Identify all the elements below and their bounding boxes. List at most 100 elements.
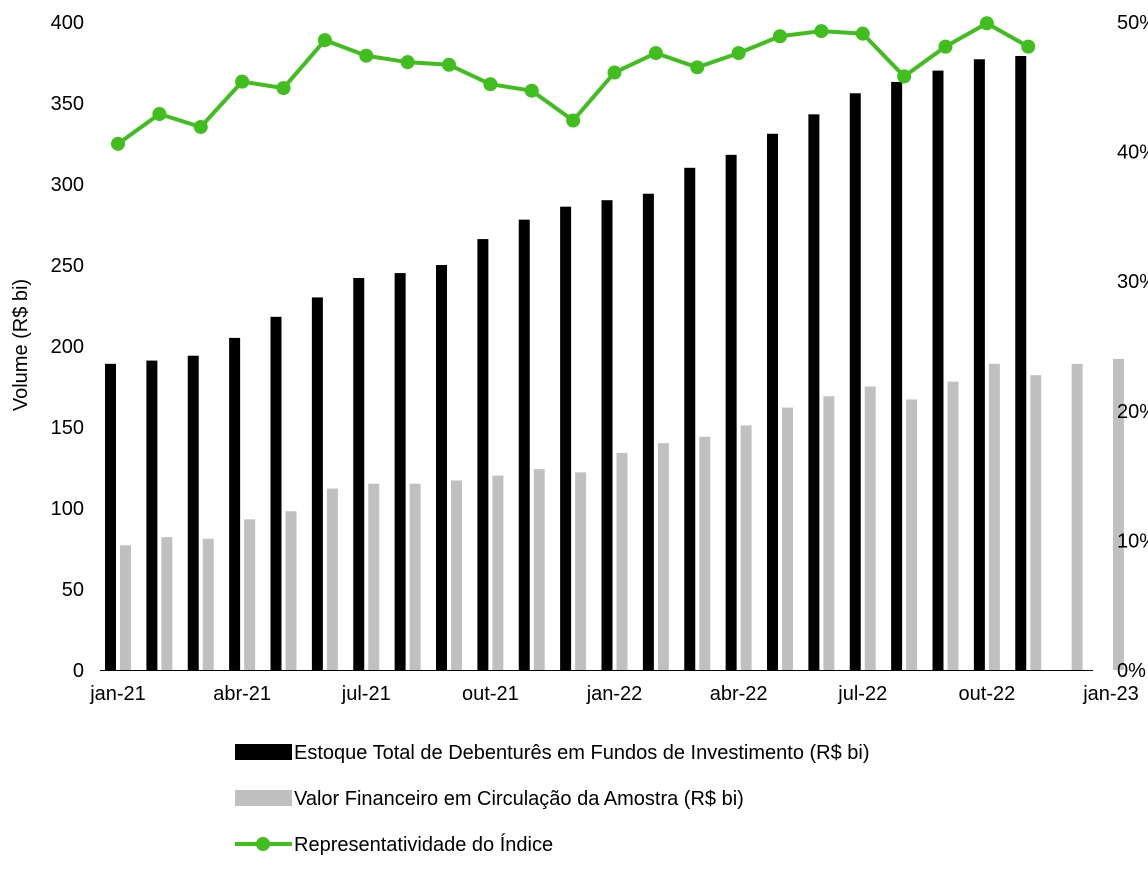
bar-valor-financeiro-13 <box>657 443 669 670</box>
bar-valor-financeiro-9 <box>492 475 504 670</box>
line-point-representatividade-3 <box>235 74 250 89</box>
line-point-representatividade-11 <box>566 113 581 128</box>
bar-valor-financeiro-2 <box>202 538 214 670</box>
line-point-representatividade-22 <box>1021 39 1036 54</box>
bar-estoque-total-2 <box>187 355 199 670</box>
y-tick-label: 350 <box>51 93 84 115</box>
bar-estoque-total-9 <box>477 239 489 670</box>
bar-estoque-total-17 <box>808 114 820 671</box>
x-tick-label: jan-21 <box>89 683 146 705</box>
x-tick-label: jan-23 <box>1082 683 1139 705</box>
bar-valor-financeiro-4 <box>285 511 297 670</box>
bar-valor-financeiro-5 <box>326 488 338 670</box>
bar-valor-financeiro-16 <box>782 407 793 670</box>
y-tick-label: 250 <box>51 255 84 277</box>
line-point-representatividade-13 <box>648 46 663 61</box>
bar-valor-financeiro-8 <box>451 480 462 670</box>
line-point-representatividade-5 <box>317 33 332 48</box>
bar-valor-financeiro-11 <box>575 472 587 670</box>
bar-estoque-total-11 <box>560 206 572 670</box>
bar-valor-financeiro-6 <box>368 483 380 670</box>
x-tick-label: jul-22 <box>837 683 887 705</box>
x-tick-label: out-22 <box>959 683 1016 705</box>
bar-estoque-total-20 <box>932 70 944 671</box>
bar-estoque-total-7 <box>394 273 406 670</box>
bar-estoque-total-14 <box>684 167 696 671</box>
bar-valor-financeiro-18 <box>864 386 876 670</box>
bar-valor-financeiro-22 <box>1030 375 1042 670</box>
legend-swatch-0 <box>235 744 292 760</box>
legend-swatch-1 <box>235 790 292 806</box>
x-tick-label: abr-21 <box>213 683 271 705</box>
bar-valor-financeiro-15 <box>740 425 752 670</box>
line-point-representatividade-1 <box>152 107 167 122</box>
y-tick-label: 0 <box>73 660 84 682</box>
bar-valor-financeiro-0 <box>120 545 131 670</box>
y-tick-label: 400 <box>51 12 84 34</box>
bar-estoque-total-6 <box>353 277 365 670</box>
bar-estoque-total-3 <box>229 337 241 670</box>
x-tick-label: jan-22 <box>586 683 643 705</box>
y2-tick-label: 30% <box>1117 271 1148 293</box>
bar-estoque-total-8 <box>436 265 447 670</box>
line-point-representatividade-2 <box>193 119 208 134</box>
legend-marker-2 <box>256 837 270 851</box>
line-point-representatividade-19 <box>897 69 912 84</box>
x-tick-label: jul-21 <box>341 683 391 705</box>
bar-estoque-total-12 <box>601 200 613 670</box>
line-point-representatividade-6 <box>359 48 374 63</box>
bar-estoque-total-15 <box>725 154 737 671</box>
bar-estoque-total-21 <box>973 59 985 670</box>
line-point-representatividade-18 <box>855 26 870 41</box>
bar-estoque-total-16 <box>767 133 778 670</box>
line-point-representatividade-14 <box>690 60 705 75</box>
line-point-representatividade-20 <box>938 39 953 54</box>
y2-tick-label: 10% <box>1117 530 1148 552</box>
line-point-representatividade-12 <box>607 65 622 80</box>
bar-estoque-total-4 <box>270 316 282 670</box>
line-point-representatividade-15 <box>731 46 746 61</box>
y2-tick-label: 0% <box>1117 660 1146 682</box>
y2-tick-label: 50% <box>1117 12 1148 34</box>
bar-estoque-total-13 <box>642 193 654 670</box>
line-point-representatividade-0 <box>111 136 125 151</box>
bar-estoque-total-1 <box>146 360 158 670</box>
bar-valor-financeiro-12 <box>616 452 628 670</box>
bar-valor-financeiro-23 <box>1071 363 1083 670</box>
line-point-representatividade-10 <box>524 83 539 98</box>
bar-valor-financeiro-14 <box>699 436 711 670</box>
line-point-representatividade-17 <box>814 24 829 39</box>
bar-valor-financeiro-17 <box>823 396 835 670</box>
y-tick-label: 200 <box>51 336 84 358</box>
legend-label-1: Valor Financeiro em Circulação da Amostr… <box>294 788 744 810</box>
legend-label-2: Representatividade do Índice <box>294 833 553 856</box>
bar-valor-financeiro-24 <box>1113 358 1124 670</box>
bar-estoque-total-22 <box>1015 56 1027 670</box>
y-tick-label: 300 <box>51 174 84 196</box>
bar-valor-financeiro-7 <box>409 483 421 670</box>
bar-valor-financeiro-19 <box>906 399 918 670</box>
line-point-representatividade-4 <box>276 81 291 96</box>
line-point-representatividade-21 <box>979 16 994 31</box>
y2-tick-label: 20% <box>1117 401 1148 423</box>
y2-tick-label: 40% <box>1117 142 1148 164</box>
bar-valor-financeiro-1 <box>161 537 173 670</box>
y-tick-label: 100 <box>51 498 84 520</box>
line-point-representatividade-9 <box>483 77 498 92</box>
legend-label-0: Estoque Total de Debenturês em Fundos de… <box>294 742 870 764</box>
line-point-representatividade-16 <box>773 29 787 44</box>
bar-valor-financeiro-10 <box>533 469 545 670</box>
bar-estoque-total-0 <box>105 363 116 670</box>
bar-estoque-total-5 <box>311 297 323 670</box>
line-point-representatividade-7 <box>400 55 415 70</box>
x-tick-label: out-21 <box>462 683 519 705</box>
bar-valor-financeiro-3 <box>244 519 256 670</box>
bar-valor-financeiro-21 <box>988 363 1000 670</box>
y-tick-label: 150 <box>51 417 84 439</box>
line-point-representatividade-8 <box>442 57 456 72</box>
bar-estoque-total-10 <box>518 219 530 670</box>
bar-valor-financeiro-20 <box>947 381 959 670</box>
y-tick-label: 50 <box>62 579 84 601</box>
